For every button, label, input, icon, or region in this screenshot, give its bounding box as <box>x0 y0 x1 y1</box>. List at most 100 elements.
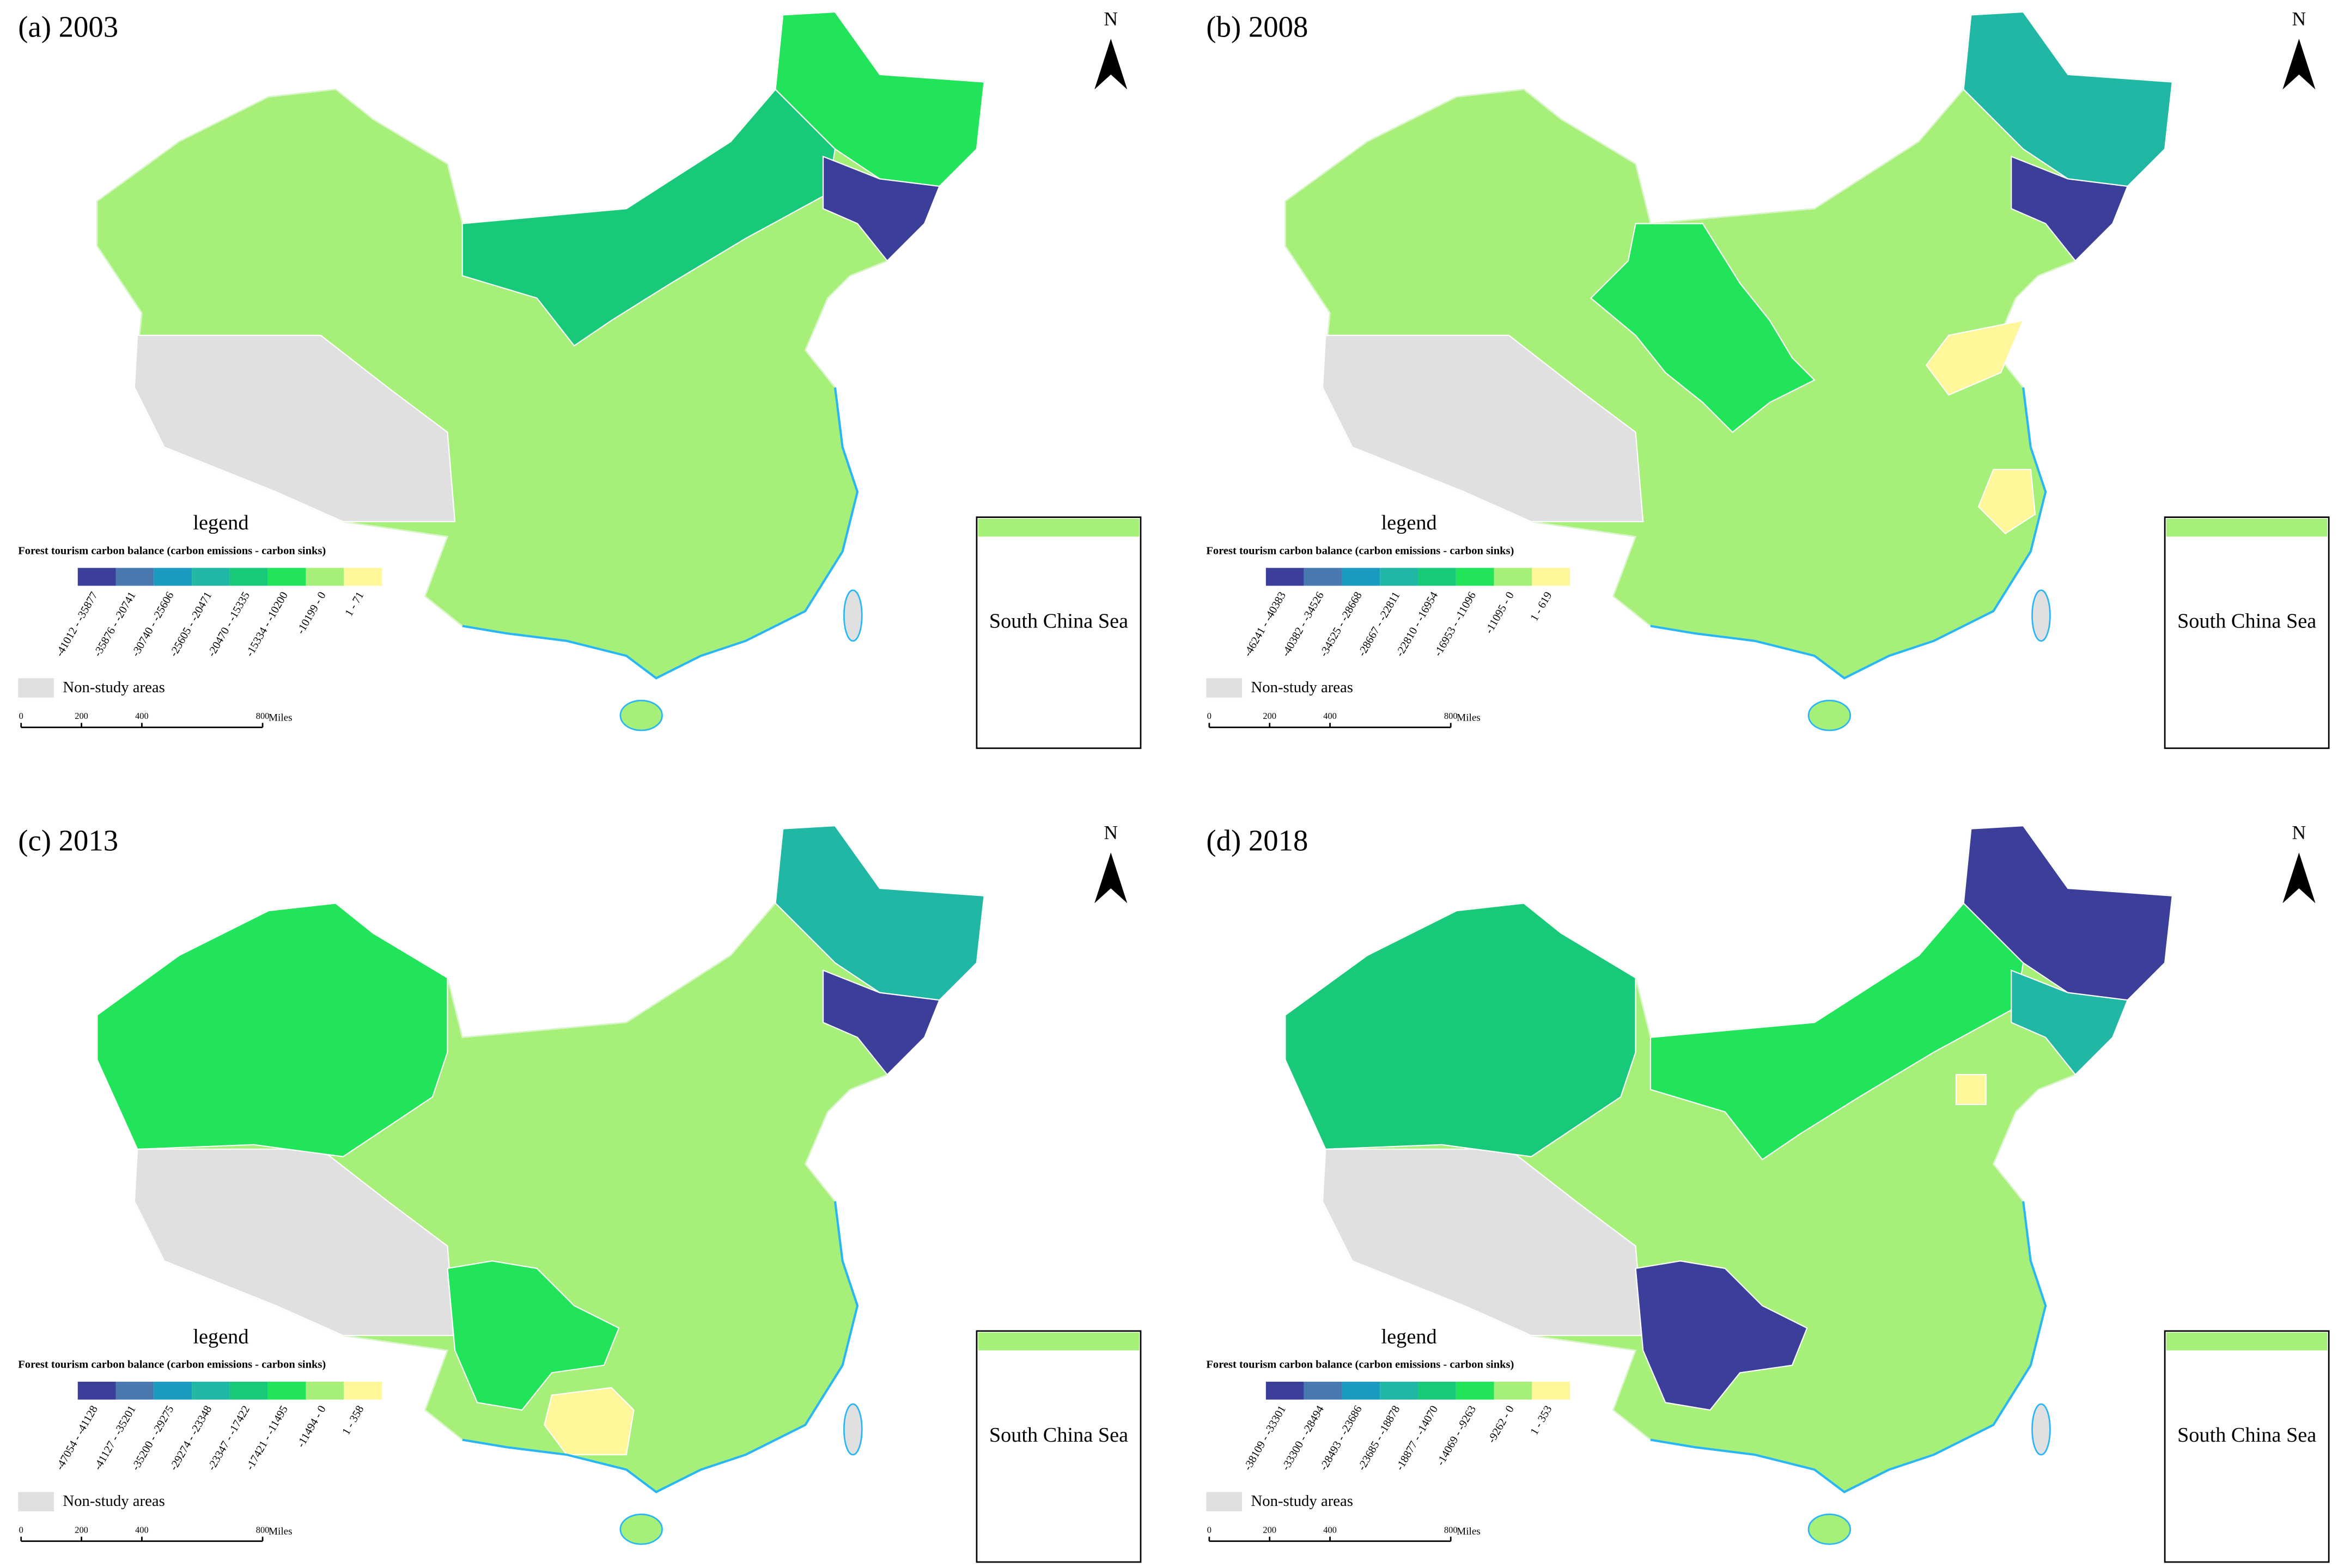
inset-land <box>978 518 1140 537</box>
legend-class-label: -17421 - -11495 <box>244 1404 290 1472</box>
legend-swatch <box>1380 1381 1418 1400</box>
north-arrow <box>2282 852 2316 904</box>
scale-tick-label: 0 <box>1207 1524 1211 1535</box>
inset-label: South China Sea <box>989 1424 1128 1447</box>
legend-swatch <box>1532 568 1570 586</box>
scale-unit: Miles <box>269 1526 293 1538</box>
legend-swatch <box>154 1381 192 1400</box>
inset-label: South China Sea <box>2177 1424 2316 1447</box>
province <box>544 1387 635 1456</box>
panel-title: (d) 2018 <box>1206 824 1308 857</box>
legend-class-label: -9262 - 0 <box>1485 1404 1517 1445</box>
scale-tick-label: 0 <box>1207 711 1211 721</box>
non-study-area <box>1322 1148 1644 1337</box>
panel-title: (c) 2013 <box>18 824 118 857</box>
scale-tick-label: 0 <box>19 711 23 721</box>
non-study-swatch <box>18 678 54 698</box>
legend-swatch <box>229 568 268 586</box>
legend-class-label: 1 - 353 <box>1529 1404 1555 1437</box>
scale-tick-label: 400 <box>135 1524 149 1535</box>
scale-tick-label: 200 <box>75 1524 88 1535</box>
scale-tick-label: 200 <box>1263 1524 1276 1535</box>
legend-swatch <box>115 568 154 586</box>
inset-label: South China Sea <box>989 610 1128 633</box>
legend-swatch <box>1380 568 1418 586</box>
legend-title: Forest tourism carbon balance (carbon em… <box>18 1359 326 1371</box>
legend-title: Forest tourism carbon balance (carbon em… <box>1206 1359 1514 1371</box>
province <box>1284 902 1636 1157</box>
coastline <box>1650 387 2047 680</box>
province <box>447 1260 620 1411</box>
taiwan <box>843 1403 863 1456</box>
scale-tick-label: 400 <box>1323 1524 1337 1535</box>
scale-tick-label: 400 <box>135 711 149 721</box>
scale-unit: Miles <box>1457 1526 1481 1538</box>
coastline <box>462 1201 859 1493</box>
non-study-area <box>133 1148 456 1337</box>
scale-tick-label: 400 <box>1323 711 1337 721</box>
legend-class-label: -47054 - -41128 <box>54 1404 100 1472</box>
legend-title: Forest tourism carbon balance (carbon em… <box>18 545 326 557</box>
legend-class-label: 1 - 619 <box>1529 590 1555 623</box>
non-study-swatch <box>18 1492 54 1512</box>
legend-swatch <box>1304 568 1342 586</box>
non-study-label: Non-study areas <box>1251 679 1353 696</box>
legend-swatch <box>1494 1381 1532 1400</box>
scale-unit: Miles <box>1457 712 1481 723</box>
province <box>1635 1260 1808 1411</box>
legend-class-label: -18877 - -14070 <box>1394 1404 1441 1472</box>
province <box>775 825 985 1001</box>
legend-swatch <box>77 568 116 586</box>
inset-frame <box>976 516 1142 749</box>
legend-swatch <box>267 1381 306 1400</box>
legend-swatch <box>306 568 344 586</box>
legend-heading: legend <box>193 511 248 534</box>
province <box>1963 825 2173 1001</box>
province <box>1977 468 2036 535</box>
province <box>822 155 941 262</box>
non-study-label: Non-study areas <box>63 679 165 696</box>
legend-swatch <box>1418 1381 1456 1400</box>
legend-swatch <box>1342 1381 1380 1400</box>
legend-swatch <box>1532 1381 1570 1400</box>
inset-frame <box>2164 1330 2330 1563</box>
legend-class-label: -10199 - 0 <box>295 590 328 636</box>
inset-land <box>2166 1332 2328 1351</box>
non-study-label: Non-study areas <box>1251 1492 1353 1510</box>
taiwan <box>843 589 863 642</box>
legend-heading: legend <box>1381 1325 1437 1348</box>
non-study-label: Non-study areas <box>63 1492 165 1510</box>
inset-land <box>2166 518 2328 537</box>
north-label: N <box>1104 822 1118 844</box>
legend-class-label: -11494 - 0 <box>295 1404 328 1449</box>
province <box>2011 155 2129 262</box>
scale-tick-label: 800 <box>1444 711 1458 721</box>
legend-class-label: 1 - 358 <box>340 1404 366 1437</box>
inset-label: South China Sea <box>2177 610 2316 633</box>
legend-heading: legend <box>193 1325 248 1348</box>
scale-unit: Miles <box>269 712 293 723</box>
legend-swatch <box>1456 1381 1494 1400</box>
map-panel: (b) 2008 N South China Sea legend Forest tou… <box>1206 8 2330 749</box>
non-study-area <box>133 334 456 522</box>
north-arrow <box>1094 39 1128 90</box>
scale-tick-label: 0 <box>19 1524 23 1535</box>
north-arrow <box>2282 39 2316 90</box>
province <box>1590 223 1816 434</box>
legend-swatch <box>77 1381 116 1400</box>
legend-swatch <box>1265 1381 1304 1400</box>
province <box>2011 969 2129 1076</box>
inset-frame <box>2164 516 2330 749</box>
north-arrow <box>1094 852 1128 904</box>
coastline <box>462 387 859 680</box>
province <box>1955 1074 1987 1105</box>
legend-swatch <box>1265 568 1304 586</box>
taiwan <box>2031 1403 2051 1456</box>
scale-tick-label: 800 <box>256 1524 270 1535</box>
hainan <box>619 699 663 731</box>
legend-title: Forest tourism carbon balance (carbon em… <box>1206 545 1514 557</box>
panel-title: (a) 2003 <box>18 10 118 43</box>
hainan <box>619 1514 663 1545</box>
scale-tick-label: 800 <box>256 711 270 721</box>
north-label: N <box>2292 822 2306 844</box>
